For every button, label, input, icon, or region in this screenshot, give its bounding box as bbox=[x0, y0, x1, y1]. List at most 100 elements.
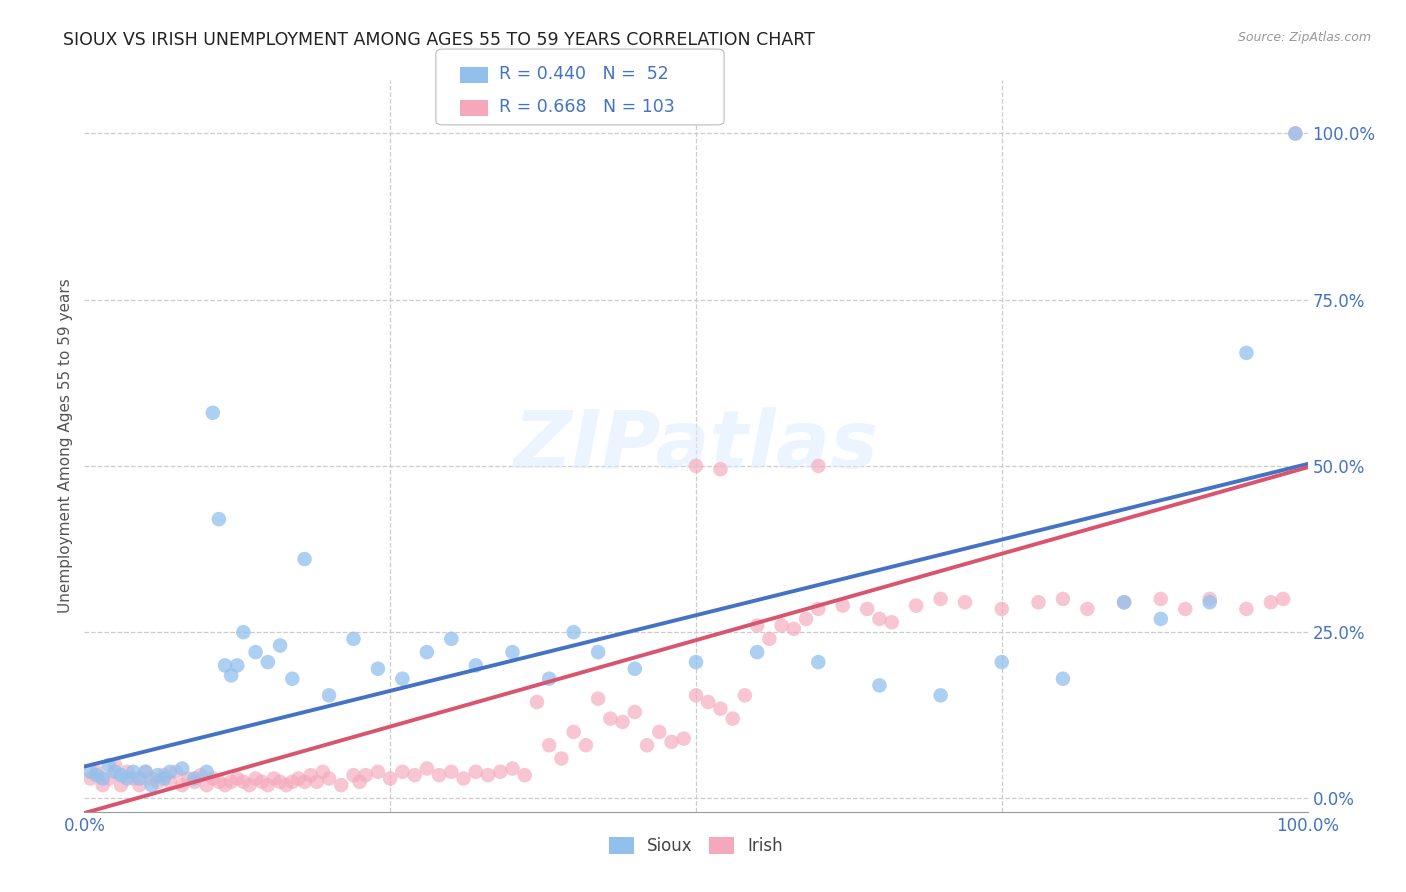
Text: Source: ZipAtlas.com: Source: ZipAtlas.com bbox=[1237, 31, 1371, 45]
Point bbox=[214, 778, 236, 792]
Point bbox=[110, 768, 132, 782]
Point bbox=[783, 622, 806, 636]
Point bbox=[538, 672, 561, 686]
Point bbox=[238, 778, 260, 792]
Point bbox=[477, 768, 499, 782]
Point bbox=[599, 712, 621, 726]
Point bbox=[380, 772, 402, 786]
Point bbox=[245, 645, 267, 659]
Point bbox=[1272, 591, 1295, 606]
Point bbox=[391, 672, 413, 686]
Legend: Sioux, Irish: Sioux, Irish bbox=[602, 830, 790, 862]
Point bbox=[758, 632, 780, 646]
Point bbox=[697, 695, 720, 709]
Text: ZIPatlas: ZIPatlas bbox=[513, 407, 879, 485]
Point bbox=[807, 655, 830, 669]
Point bbox=[305, 774, 328, 789]
Text: SIOUX VS IRISH UNEMPLOYMENT AMONG AGES 55 TO 59 YEARS CORRELATION CHART: SIOUX VS IRISH UNEMPLOYMENT AMONG AGES 5… bbox=[63, 31, 815, 49]
Point bbox=[807, 458, 830, 473]
Point bbox=[1284, 127, 1306, 141]
Y-axis label: Unemployment Among Ages 55 to 59 years: Unemployment Among Ages 55 to 59 years bbox=[58, 278, 73, 614]
Point bbox=[685, 458, 707, 473]
Point bbox=[464, 764, 486, 779]
Point bbox=[636, 738, 658, 752]
Point bbox=[91, 772, 114, 786]
Point bbox=[770, 618, 793, 632]
Point bbox=[427, 768, 450, 782]
Point bbox=[1236, 346, 1258, 360]
Point bbox=[208, 774, 231, 789]
Point bbox=[208, 512, 231, 526]
Point bbox=[562, 725, 585, 739]
Point bbox=[318, 772, 340, 786]
Point bbox=[86, 768, 108, 782]
Text: R = 0.668   N = 103: R = 0.668 N = 103 bbox=[499, 98, 675, 116]
Point bbox=[1174, 602, 1197, 616]
Point bbox=[195, 778, 218, 792]
Point bbox=[794, 612, 817, 626]
Point bbox=[1150, 612, 1173, 626]
Point bbox=[299, 768, 322, 782]
Point bbox=[1150, 591, 1173, 606]
Point bbox=[159, 764, 181, 779]
Point bbox=[159, 774, 181, 789]
Point bbox=[153, 772, 176, 786]
Point bbox=[141, 772, 163, 786]
Point bbox=[294, 774, 316, 789]
Point bbox=[416, 762, 439, 776]
Point bbox=[624, 662, 647, 676]
Point bbox=[869, 612, 891, 626]
Point bbox=[115, 764, 138, 779]
Point bbox=[172, 778, 194, 792]
Point bbox=[1076, 602, 1098, 616]
Point bbox=[250, 774, 273, 789]
Point bbox=[831, 599, 853, 613]
Point bbox=[318, 689, 340, 703]
Point bbox=[201, 772, 224, 786]
Point bbox=[128, 778, 150, 792]
Point bbox=[991, 655, 1014, 669]
Point bbox=[342, 632, 364, 646]
Point bbox=[807, 602, 830, 616]
Point bbox=[146, 774, 169, 789]
Point bbox=[1198, 591, 1220, 606]
Point bbox=[440, 764, 463, 779]
Point bbox=[195, 764, 218, 779]
Point bbox=[281, 774, 304, 789]
Point bbox=[404, 768, 426, 782]
Point bbox=[257, 778, 280, 792]
Point bbox=[86, 764, 108, 779]
Point bbox=[562, 625, 585, 640]
Point bbox=[104, 764, 127, 779]
Point bbox=[153, 768, 176, 782]
Point bbox=[287, 772, 309, 786]
Point bbox=[929, 591, 952, 606]
Point bbox=[489, 764, 512, 779]
Point bbox=[672, 731, 695, 746]
Point bbox=[612, 714, 634, 729]
Point bbox=[1236, 602, 1258, 616]
Point bbox=[177, 772, 200, 786]
Point bbox=[91, 778, 114, 792]
Point bbox=[453, 772, 475, 786]
Point bbox=[856, 602, 879, 616]
Point bbox=[685, 655, 707, 669]
Point bbox=[709, 701, 731, 715]
Point bbox=[685, 689, 707, 703]
Point bbox=[97, 772, 120, 786]
Point bbox=[128, 772, 150, 786]
Point bbox=[122, 772, 145, 786]
Point bbox=[281, 672, 304, 686]
Point bbox=[330, 778, 353, 792]
Point bbox=[709, 462, 731, 476]
Point bbox=[440, 632, 463, 646]
Point bbox=[367, 764, 389, 779]
Point bbox=[354, 768, 377, 782]
Point bbox=[276, 778, 298, 792]
Point bbox=[991, 602, 1014, 616]
Point bbox=[97, 758, 120, 772]
Point bbox=[953, 595, 976, 609]
Point bbox=[294, 552, 316, 566]
Point bbox=[172, 762, 194, 776]
Point bbox=[1284, 127, 1306, 141]
